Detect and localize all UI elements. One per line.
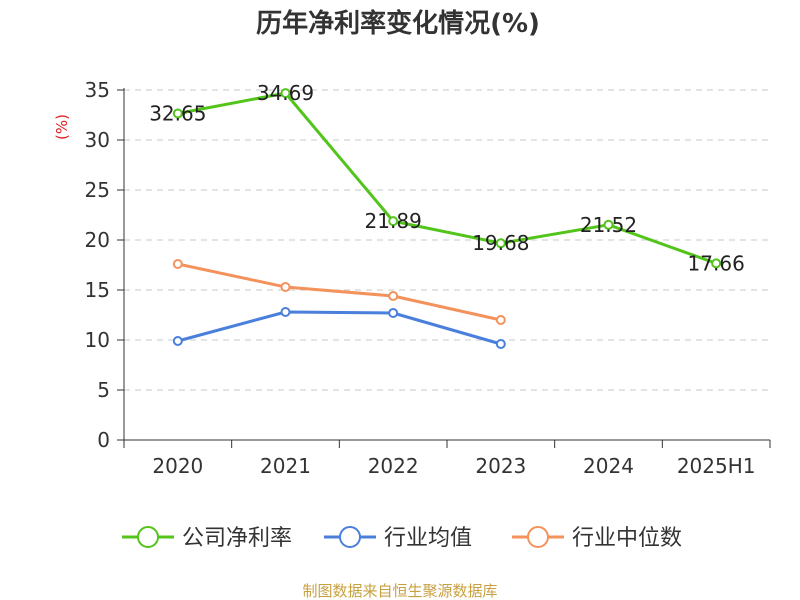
data-point [495, 238, 506, 249]
x-tick-label: 2024 [583, 454, 634, 478]
data-point [280, 88, 291, 99]
y-tick-label: 0 [97, 428, 110, 452]
data-point [280, 307, 291, 317]
data-label: 17.66 [688, 251, 745, 275]
data-point [172, 259, 183, 269]
data-point [388, 291, 399, 301]
legend-item-1[interactable]: 行业均值 [324, 526, 472, 551]
y-tick-label: 10 [85, 328, 110, 352]
data-labels: 32.65 34.69 21.89 19.68 21.52 17.66 [149, 81, 745, 275]
legend-marker-icon [137, 526, 159, 548]
data-label: 21.52 [580, 213, 637, 237]
data-point [172, 336, 183, 346]
legend-label: 行业中位数 [572, 526, 682, 551]
y-tick-label: 25 [85, 178, 110, 202]
data-point [280, 282, 291, 292]
series-line-0 [177, 91, 717, 265]
legend-item-0[interactable]: 公司净利率 [122, 526, 292, 551]
legend[interactable]: 公司净利率 行业均值 行业中位数 [122, 526, 682, 551]
axes: 0 5 10 15 20 25 30 35 2020 2021 2022 2023 2024 2025H1 [85, 78, 771, 478]
y-tick-label: 15 [85, 278, 110, 302]
y-tick-label: 30 [85, 128, 110, 152]
y-axis-label: (%) [53, 114, 71, 140]
x-tick-label: 2021 [260, 454, 311, 478]
x-tick-label: 2020 [152, 454, 203, 478]
legend-item-2[interactable]: 行业中位数 [512, 526, 682, 551]
legend-marker-icon [339, 526, 361, 548]
y-tick-label: 5 [97, 378, 110, 402]
data-label: 19.68 [472, 231, 529, 255]
legend-marker-icon [527, 526, 549, 548]
data-point [495, 315, 506, 325]
source-note: 制图数据来自恒生聚源数据库 [302, 582, 497, 600]
data-label: 21.89 [365, 209, 422, 233]
data-point [388, 308, 399, 318]
data-label: 34.69 [257, 81, 314, 105]
y-tick-label: 35 [85, 78, 110, 102]
x-tick-label: 2023 [475, 454, 526, 478]
data-point [711, 258, 722, 269]
x-tick-label: 2022 [368, 454, 419, 478]
data-point [495, 339, 506, 349]
legend-label: 公司净利率 [182, 526, 292, 551]
data-point [388, 216, 399, 227]
data-point [603, 219, 614, 230]
data-point [172, 108, 183, 119]
grid-lines [124, 89, 770, 391]
chart-title: 历年净利率变化情况(%) [256, 8, 540, 39]
series-layer [172, 88, 722, 349]
series-line-2 [177, 262, 502, 322]
legend-label: 行业均值 [384, 526, 472, 551]
x-tick-label: 2025H1 [677, 454, 756, 478]
y-tick-label: 20 [85, 228, 110, 252]
series-line-1 [177, 310, 502, 346]
data-label: 32.65 [149, 102, 206, 126]
